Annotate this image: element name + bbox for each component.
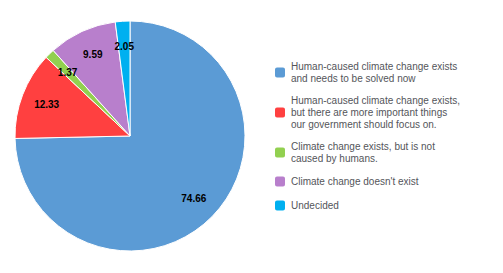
- svg-text:74.66: 74.66: [181, 193, 206, 204]
- svg-text:12.33: 12.33: [34, 99, 59, 110]
- svg-text:1.37: 1.37: [58, 67, 78, 78]
- svg-text:Climate change doesn't exist: Climate change doesn't exist: [291, 176, 419, 187]
- svg-text:Human-caused climate change ex: Human-caused climate change exists,: [291, 95, 460, 106]
- svg-text:9.59: 9.59: [83, 49, 103, 60]
- svg-text:caused by humans.: caused by humans.: [291, 153, 378, 164]
- svg-text:Undecided: Undecided: [291, 200, 339, 211]
- svg-text:2.05: 2.05: [115, 41, 135, 52]
- svg-text:Climate change exists, but is: Climate change exists, but is not: [291, 141, 435, 152]
- svg-text:Human-caused climate change ex: Human-caused climate change exists: [291, 61, 457, 72]
- svg-text:but there are more important t: but there are more important things: [291, 107, 447, 118]
- svg-text:and needs to be solved now: and needs to be solved now: [291, 73, 416, 84]
- svg-text:our government should focus on: our government should focus on.: [291, 119, 437, 130]
